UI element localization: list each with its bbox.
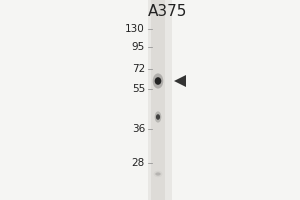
Text: 130: 130 — [125, 24, 145, 34]
Text: A375: A375 — [148, 4, 188, 19]
Text: 36: 36 — [132, 124, 145, 134]
Text: 55: 55 — [132, 84, 145, 94]
Text: 72: 72 — [132, 64, 145, 74]
Bar — [148, 0, 172, 200]
Ellipse shape — [155, 77, 161, 85]
Ellipse shape — [156, 114, 160, 120]
Polygon shape — [174, 75, 186, 87]
Ellipse shape — [154, 111, 161, 123]
Bar — [151, 0, 165, 200]
Ellipse shape — [155, 172, 161, 176]
Text: 28: 28 — [132, 158, 145, 168]
Ellipse shape — [153, 73, 163, 89]
Text: 95: 95 — [132, 42, 145, 52]
